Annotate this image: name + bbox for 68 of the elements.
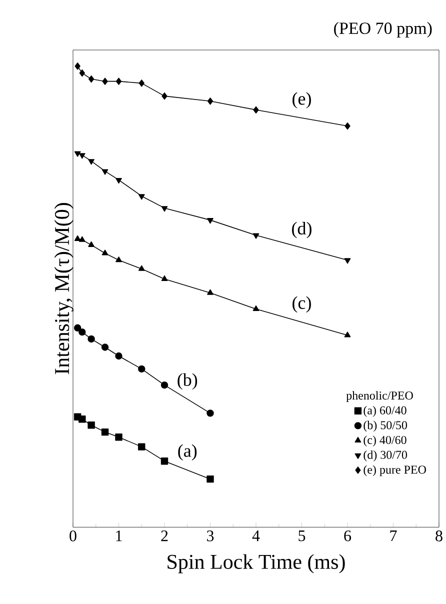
point (162, 92, 168, 100)
point (88, 335, 95, 343)
point (138, 194, 145, 200)
point (102, 78, 108, 85)
point (344, 122, 350, 130)
point (79, 69, 85, 77)
point (74, 324, 82, 332)
annotation: (a) (178, 444, 196, 461)
point (88, 241, 94, 247)
point (114, 434, 122, 441)
x-tick-label: 2 (161, 530, 168, 542)
point (78, 153, 86, 159)
annotation: (e) (292, 92, 311, 108)
legend-label: (b) 50/50 (364, 420, 407, 432)
point (74, 62, 80, 70)
x-axis-title: Spin Lock Time (ms) (168, 554, 345, 574)
legend-label: (c) 40/60 (364, 436, 406, 446)
point (206, 218, 214, 224)
point (138, 80, 144, 87)
point (161, 275, 168, 282)
point (161, 206, 168, 212)
point (102, 169, 108, 175)
point (206, 475, 214, 483)
point (138, 265, 145, 271)
legend-label: (a) 60/40 (364, 406, 406, 417)
x-tick-label: 3 (206, 530, 214, 542)
point (138, 365, 146, 373)
annotation: (c) (292, 296, 311, 313)
point (115, 178, 122, 184)
point (160, 457, 168, 465)
point (344, 332, 351, 338)
x-tick-label: 0 (69, 530, 76, 542)
point (252, 305, 260, 312)
x-tick-label: 7 (390, 530, 397, 542)
point (114, 352, 122, 360)
point (101, 344, 108, 351)
point (206, 289, 214, 295)
point (253, 106, 259, 114)
x-tick-label: 8 (435, 530, 442, 542)
point (138, 443, 146, 450)
y-axis-title: Intensity, M(τ)/M(0) (54, 203, 74, 374)
point (252, 233, 260, 239)
x-tick-label: 5 (298, 530, 305, 542)
annotation: (b) (178, 373, 197, 390)
chart-title: (PEO 70 ppm) (334, 22, 432, 38)
point (78, 236, 86, 242)
point (88, 75, 94, 83)
point (207, 98, 213, 105)
x-tick-label: 1 (116, 530, 122, 542)
point (344, 258, 351, 264)
point (160, 381, 168, 389)
point (74, 151, 81, 157)
legend-label: (e) pure PEO (364, 465, 426, 476)
point (116, 78, 122, 85)
annotation: (d) (292, 222, 312, 238)
point (78, 416, 86, 423)
point (78, 328, 86, 336)
point (88, 422, 95, 429)
point (102, 250, 108, 256)
x-tick-label: 4 (252, 530, 260, 542)
point (115, 256, 122, 262)
legend-title: phenolic/PEO (346, 391, 413, 402)
point (88, 159, 94, 165)
point (206, 410, 214, 417)
legend-label: (d) 30/70 (364, 450, 407, 462)
point (74, 235, 81, 241)
x-tick-label: 6 (344, 530, 351, 542)
point (101, 428, 108, 436)
